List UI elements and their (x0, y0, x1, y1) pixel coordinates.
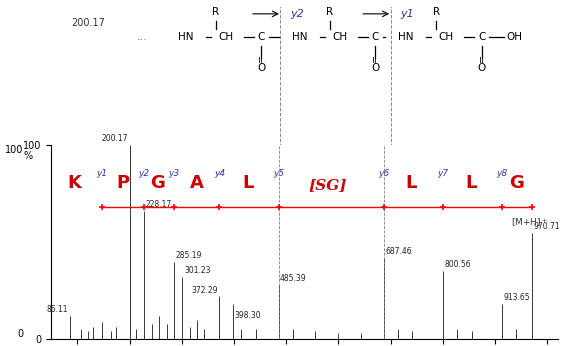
Text: =: = (257, 54, 266, 62)
Text: R: R (326, 8, 333, 17)
Text: L: L (466, 174, 477, 192)
Text: 485.39: 485.39 (280, 274, 307, 283)
Text: CH: CH (439, 33, 453, 42)
Text: 398.30: 398.30 (234, 311, 261, 320)
Text: HN: HN (398, 33, 414, 42)
Text: O: O (371, 63, 380, 73)
Text: O: O (477, 63, 486, 73)
Text: 285.19: 285.19 (176, 251, 202, 260)
Text: 200.17: 200.17 (72, 18, 105, 28)
Text: 372.29: 372.29 (191, 285, 218, 294)
Text: =: = (370, 54, 380, 62)
Text: L: L (243, 174, 254, 192)
Text: 228.17: 228.17 (146, 200, 172, 209)
Text: y5: y5 (273, 169, 284, 178)
Text: 200.17: 200.17 (101, 134, 128, 143)
Text: R: R (212, 8, 220, 17)
Text: 800.56: 800.56 (444, 260, 471, 269)
Text: y6: y6 (378, 169, 390, 178)
Text: y1: y1 (401, 9, 414, 19)
Text: 301.23: 301.23 (184, 266, 211, 275)
Text: =: = (477, 54, 486, 62)
Text: L: L (406, 174, 417, 192)
Text: y2: y2 (291, 9, 304, 19)
Text: HN: HN (291, 33, 307, 42)
Text: OH: OH (506, 33, 522, 42)
Text: 86.11: 86.11 (47, 305, 68, 314)
Text: y1: y1 (96, 169, 108, 178)
Text: [SG]: [SG] (308, 178, 347, 192)
Text: ...: ... (137, 33, 148, 42)
Text: G: G (509, 174, 525, 192)
Text: y2: y2 (139, 169, 150, 178)
Text: y8: y8 (497, 169, 508, 178)
Text: y4: y4 (214, 169, 225, 178)
Text: 100: 100 (5, 145, 23, 155)
Text: y7: y7 (438, 169, 448, 178)
Text: y3: y3 (168, 169, 180, 178)
Text: K: K (68, 174, 81, 192)
Text: 0: 0 (17, 329, 23, 339)
Text: R: R (432, 8, 440, 17)
Text: C: C (478, 33, 485, 42)
Text: HN: HN (178, 33, 193, 42)
Text: 913.65: 913.65 (504, 293, 530, 302)
Text: CH: CH (218, 33, 233, 42)
Y-axis label: %: % (24, 151, 33, 161)
Text: O: O (257, 63, 266, 73)
Text: 970.71: 970.71 (534, 221, 560, 230)
Text: P: P (117, 174, 130, 192)
Text: C: C (258, 33, 265, 42)
Text: C: C (372, 33, 379, 42)
Text: [M+H]$^+$: [M+H]$^+$ (510, 216, 547, 229)
Text: G: G (150, 174, 164, 192)
Text: 687.46: 687.46 (386, 247, 412, 256)
Text: CH: CH (332, 33, 348, 42)
Text: A: A (189, 174, 203, 192)
